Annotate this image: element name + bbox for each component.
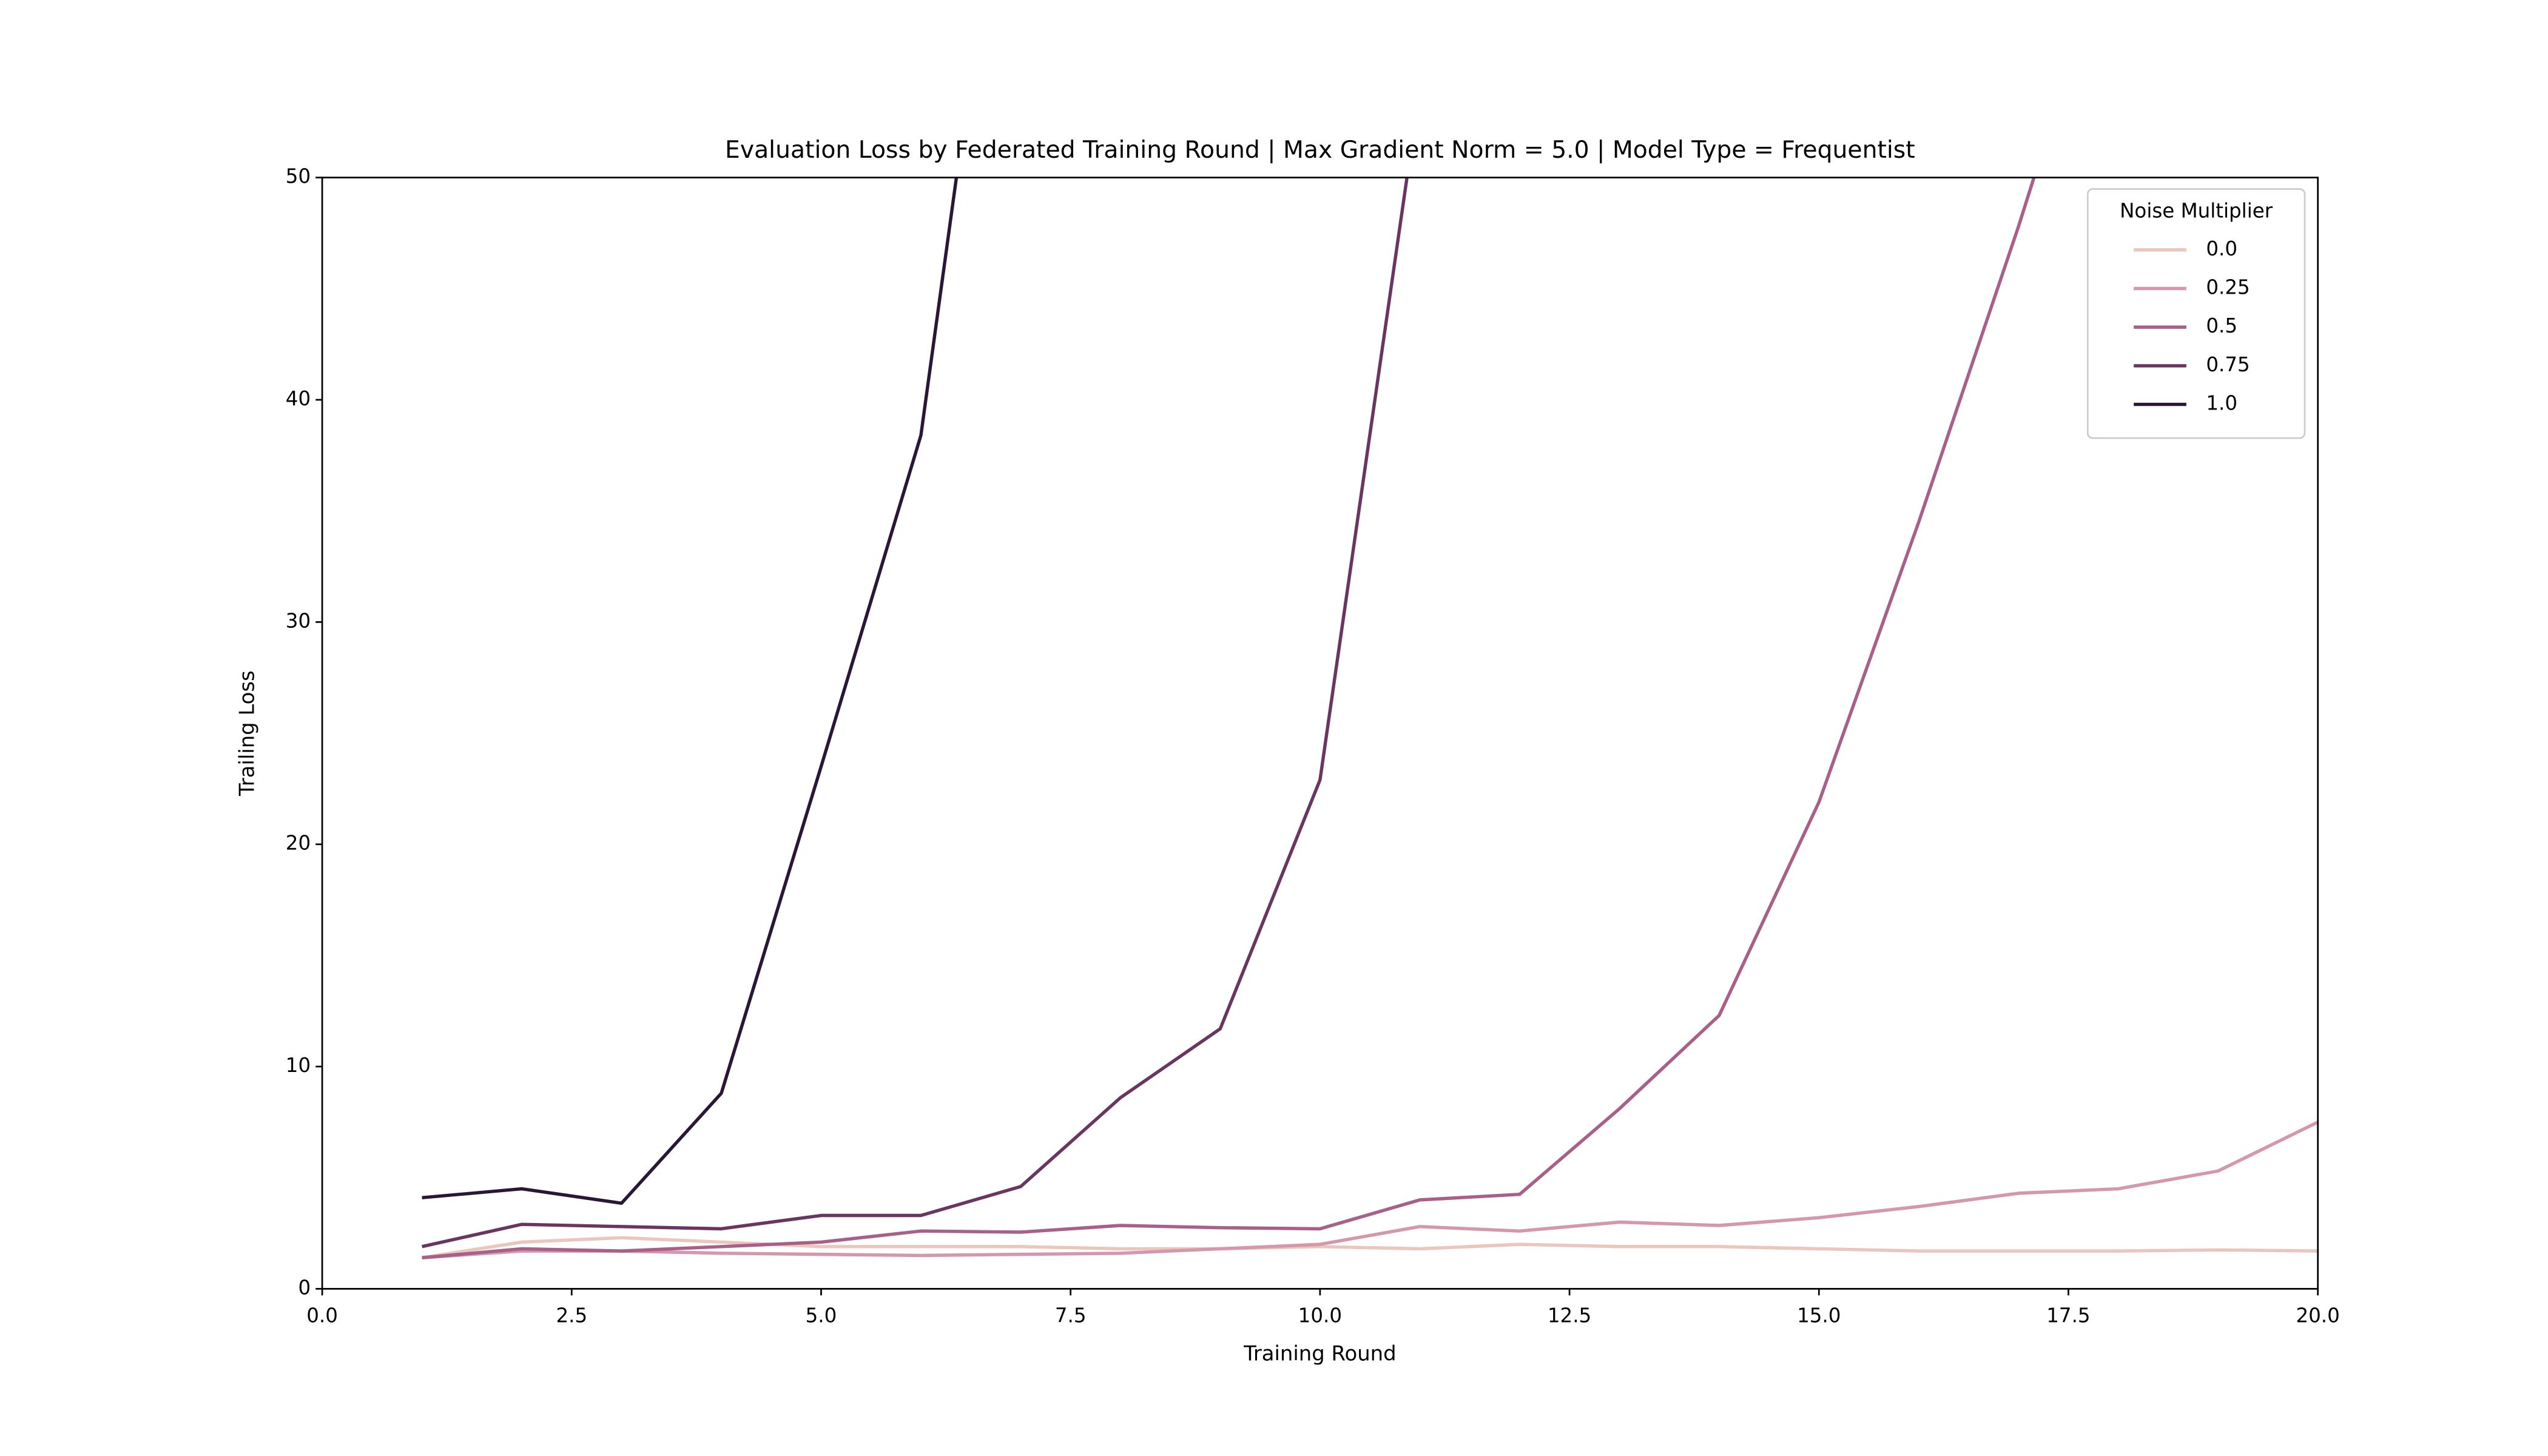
legend-label: 1.0 — [2206, 392, 2237, 415]
y-tick-label: 10 — [286, 1054, 311, 1077]
x-tick-label: 0.0 — [306, 1304, 338, 1327]
x-tick-label: 5.0 — [806, 1304, 837, 1327]
x-tick-label: 17.5 — [2046, 1304, 2090, 1327]
y-axis-label: Trailing Loss — [235, 670, 259, 797]
y-tick-label: 50 — [286, 165, 311, 188]
legend-label: 0.0 — [2206, 237, 2237, 260]
y-tick-label: 0 — [298, 1276, 311, 1299]
x-axis-label: Training Round — [1243, 1341, 1397, 1365]
legend-label: 0.75 — [2206, 353, 2250, 376]
y-tick-label: 20 — [286, 832, 311, 855]
series-line — [421, 177, 1409, 1249]
legend-label: 0.25 — [2206, 276, 2250, 299]
x-tick-label: 20.0 — [2296, 1304, 2339, 1327]
x-tick-label: 7.5 — [1055, 1304, 1087, 1327]
y-tick-label: 40 — [286, 387, 311, 410]
legend-box — [2086, 188, 2306, 439]
chart-title: Evaluation Loss by Federated Training Ro… — [725, 136, 1915, 164]
series-line — [422, 1121, 2318, 1259]
x-tick-label: 10.0 — [1298, 1304, 1342, 1327]
series-line — [422, 1236, 2318, 1259]
plot-lines — [421, 177, 2318, 1259]
y-tick-label: 30 — [286, 609, 311, 632]
series-line — [422, 177, 2036, 1259]
x-tick-label: 12.5 — [1548, 1304, 1591, 1327]
plot-frame — [321, 177, 2319, 1290]
series-line — [422, 177, 959, 1205]
x-tick-label: 2.5 — [556, 1304, 587, 1327]
legend-title: Noise Multiplier — [2120, 200, 2273, 223]
legend-label: 0.5 — [2206, 314, 2237, 337]
x-tick-label: 15.0 — [1797, 1304, 1841, 1327]
